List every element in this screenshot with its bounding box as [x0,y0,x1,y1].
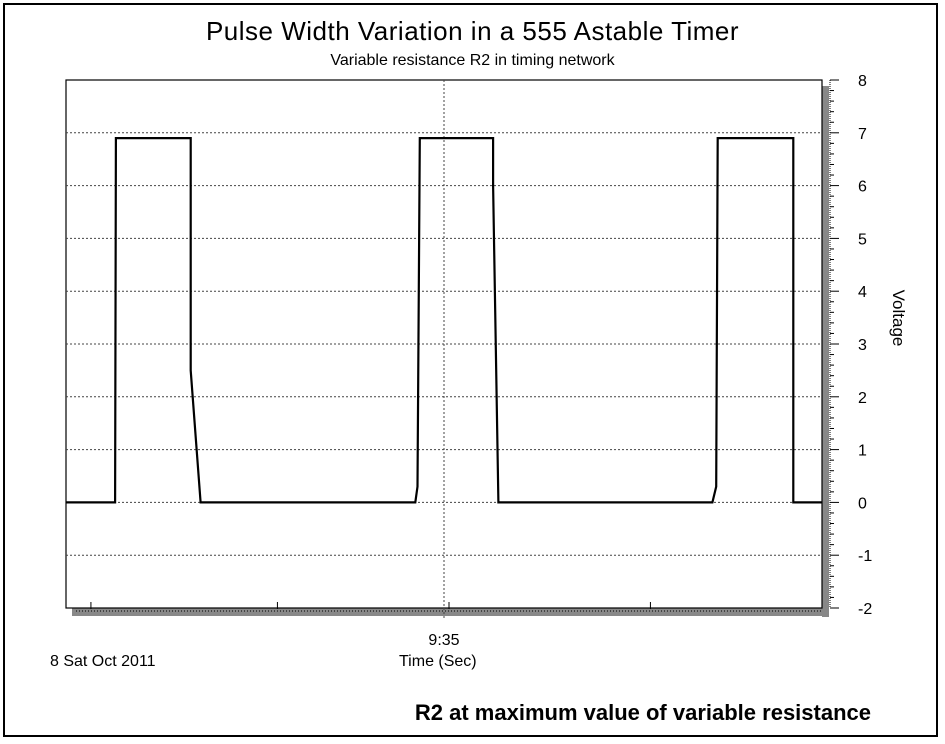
y-tick-label: -1 [858,548,872,565]
y-tick-label: 8 [858,73,867,90]
y-tick-label: 4 [858,284,867,301]
y-tick-label: 6 [858,179,867,196]
chart-subtitle: Variable resistance R2 in timing network [330,52,615,69]
x-axis-label: Time (Sec) [399,653,477,670]
chart-footnote: R2 at maximum value of variable resistan… [414,700,871,725]
plot-shadow-bottom [72,608,829,616]
date-label: 8 Sat Oct 2011 [50,653,156,670]
y-axis-label: Voltage [889,290,908,347]
y-tick-label: 0 [858,495,867,512]
y-tick-label: 1 [858,443,867,460]
y-tick-label: 2 [858,390,867,407]
y-tick-label: 7 [858,126,867,143]
y-tick-label: 3 [858,337,867,354]
series-line [66,137,822,504]
y-tick-label: 5 [858,231,867,248]
plot-shadow-right [822,86,829,617]
y-tick-label: -2 [858,601,872,618]
chart-title: Pulse Width Variation in a 555 Astable T… [205,16,740,46]
x-tick-label: 9:35 [428,632,459,649]
